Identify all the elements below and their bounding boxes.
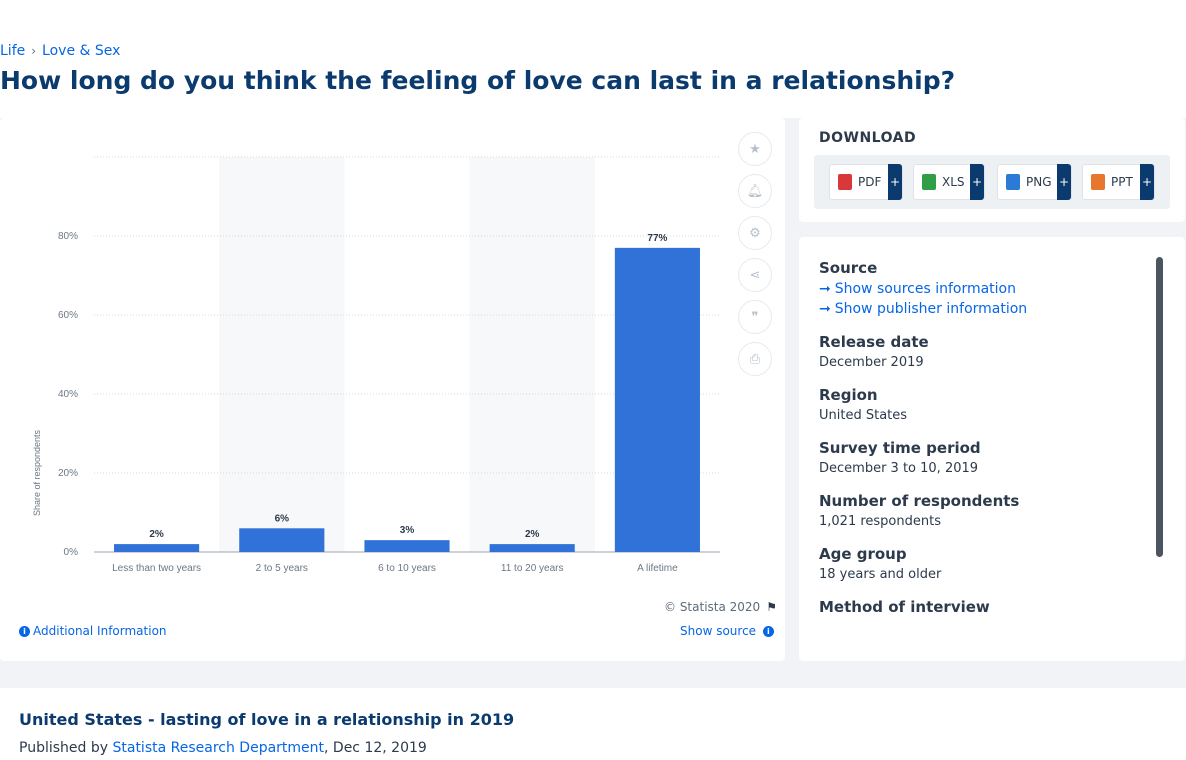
published-prefix: Published by xyxy=(19,740,109,756)
y-tick-label: 60% xyxy=(58,310,78,321)
x-tick-label: 2 to 5 years xyxy=(256,563,308,574)
show-sources-label: Show sources information xyxy=(834,281,1016,297)
bar[interactable] xyxy=(114,544,200,552)
show-source-link[interactable]: Show source i xyxy=(680,624,774,638)
page-title: How long do you think the feeling of lov… xyxy=(0,66,956,95)
breadcrumb-separator: › xyxy=(31,44,37,58)
flag-icon[interactable]: ⚑ xyxy=(766,600,777,614)
download-pdf-button[interactable]: PDF + xyxy=(829,164,903,200)
respondents-label: Number of respondents xyxy=(819,492,1020,510)
bar[interactable] xyxy=(239,528,325,552)
arrow-right-icon: ➞ xyxy=(819,281,831,297)
data-label: 6% xyxy=(275,513,290,524)
gear-icon: ⚙ xyxy=(749,225,761,241)
png-file-icon xyxy=(1006,174,1020,190)
y-tick-label: 0% xyxy=(64,547,79,558)
show-sources-link[interactable]: ➞ Show sources information xyxy=(819,281,1149,297)
publisher-link[interactable]: Statista Research Department xyxy=(112,740,325,756)
data-label: 3% xyxy=(400,525,415,536)
statistic-details-card: Source ➞ Show sources information ➞ Show p… xyxy=(799,237,1185,661)
statista-credit: © Statista 2020 ⚑ xyxy=(664,600,777,614)
header-area xyxy=(0,0,1186,118)
age-group-value: 18 years and older xyxy=(819,567,942,582)
xls-file-icon xyxy=(922,174,936,190)
download-title: DOWNLOAD xyxy=(819,130,917,146)
plus-icon: + xyxy=(888,164,902,200)
statistic-title: United States - lasting of love in a rel… xyxy=(19,710,515,729)
cite-button[interactable]: ❞ xyxy=(738,300,772,334)
download-png-button[interactable]: PNG + xyxy=(997,164,1072,200)
settings-button[interactable]: ⚙ xyxy=(738,216,772,250)
favorite-button[interactable]: ★ xyxy=(738,132,772,166)
age-group-label: Age group xyxy=(819,545,907,563)
survey-period-value: December 3 to 10, 2019 xyxy=(819,461,979,476)
show-publisher-link[interactable]: ➞ Show publisher information xyxy=(819,301,1149,317)
additional-info-link[interactable]: i Additional Information xyxy=(19,624,167,638)
show-publisher-label: Show publisher information xyxy=(834,301,1028,317)
bar[interactable] xyxy=(364,540,450,552)
breadcrumb-life[interactable]: Life xyxy=(0,43,26,59)
plus-icon: + xyxy=(1057,164,1071,200)
additional-info-label: Additional Information xyxy=(33,624,167,638)
data-label: 2% xyxy=(525,529,540,540)
region-value: United States xyxy=(819,408,908,423)
chart-toolbar: ★ 🔔︎ ⚙ ⋖ ❞ ⎙ xyxy=(738,132,772,384)
x-tick-label: 6 to 10 years xyxy=(378,563,436,574)
download-card: DOWNLOAD PDF + XLS + PNG + PPT + xyxy=(799,118,1185,222)
x-tick-label: Less than two years xyxy=(112,563,201,574)
details-scrollbar[interactable] xyxy=(1156,257,1163,557)
breadcrumb-love-sex[interactable]: Love & Sex xyxy=(42,43,121,59)
info-icon: i xyxy=(19,626,30,637)
chart-card: 0% 20% 40% 60% 80% 2% 6% 3% 2% 77% Less than two… xyxy=(0,118,785,661)
download-png-label: PNG xyxy=(1026,175,1052,189)
y-tick-label: 80% xyxy=(58,231,78,242)
publish-date: , Dec 12, 2019 xyxy=(324,740,427,756)
breadcrumb: Life › Love & Sex xyxy=(0,43,120,59)
method-label: Method of interview xyxy=(819,598,990,616)
y-axis-label: Share of respondents xyxy=(32,429,42,516)
quote-icon: ❞ xyxy=(751,309,759,325)
ppt-file-icon xyxy=(1091,174,1105,190)
data-label: 2% xyxy=(149,529,164,540)
statistic-summary: United States - lasting of love in a rel… xyxy=(0,688,1186,760)
x-tick-label: 11 to 20 years xyxy=(501,563,564,574)
star-icon: ★ xyxy=(749,141,761,157)
survey-period-label: Survey time period xyxy=(819,439,981,457)
y-tick-label: 20% xyxy=(58,468,78,479)
bar-chart: 0% 20% 40% 60% 80% 2% 6% 3% 2% 77% Less than two… xyxy=(32,156,720,574)
bell-icon: 🔔︎ xyxy=(746,183,764,199)
bar[interactable] xyxy=(614,247,700,552)
credit-text: © Statista 2020 xyxy=(664,600,761,614)
download-bar: PDF + XLS + PNG + PPT + xyxy=(814,155,1170,209)
source-label: Source xyxy=(819,259,878,277)
plus-icon: + xyxy=(970,164,984,200)
show-source-label: Show source xyxy=(680,624,757,638)
pdf-file-icon xyxy=(838,174,852,190)
alternate-band xyxy=(469,157,595,552)
download-pdf-label: PDF xyxy=(858,175,882,189)
info-icon: i xyxy=(762,626,774,637)
plus-icon: + xyxy=(1140,164,1154,200)
download-xls-button[interactable]: XLS + xyxy=(913,164,985,200)
share-icon: ⋖ xyxy=(749,267,761,283)
download-xls-label: XLS xyxy=(942,175,965,189)
region-label: Region xyxy=(819,386,878,404)
y-tick-label: 40% xyxy=(58,389,78,400)
download-ppt-label: PPT xyxy=(1111,175,1133,189)
share-button[interactable]: ⋖ xyxy=(738,258,772,292)
details-list: Source ➞ Show sources information ➞ Show p… xyxy=(819,259,1149,620)
respondents-value: 1,021 respondents xyxy=(819,514,941,529)
bar[interactable] xyxy=(489,544,575,552)
release-date-label: Release date xyxy=(819,333,929,351)
arrow-right-icon: ➞ xyxy=(819,301,831,317)
print-button[interactable]: ⎙ xyxy=(738,342,772,376)
release-date-value: December 2019 xyxy=(819,355,924,370)
notification-button[interactable]: 🔔︎ xyxy=(738,174,772,208)
printer-icon: ⎙ xyxy=(749,351,761,367)
download-ppt-button[interactable]: PPT + xyxy=(1082,164,1155,200)
published-line: Published by Statista Research Departmen… xyxy=(19,740,427,756)
data-label: 77% xyxy=(647,233,667,244)
alternate-band xyxy=(219,157,345,552)
x-tick-label: A lifetime xyxy=(637,563,678,574)
